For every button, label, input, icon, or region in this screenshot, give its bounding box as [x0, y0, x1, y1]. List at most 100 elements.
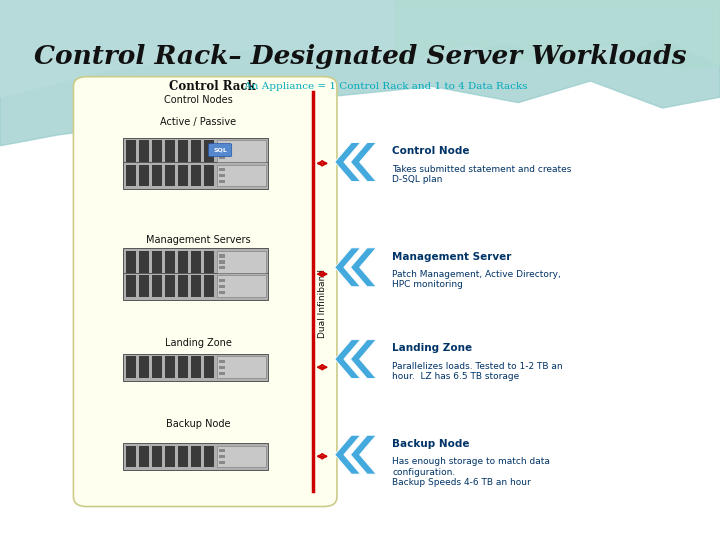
Bar — [220, 168, 225, 171]
Text: Landing Zone: Landing Zone — [165, 338, 231, 348]
Bar — [220, 180, 225, 183]
Bar — [165, 446, 175, 467]
Bar — [139, 356, 149, 378]
Bar — [217, 251, 266, 273]
Text: Takes submitted statement and creates
D-SQL plan: Takes submitted statement and creates D-… — [392, 165, 572, 184]
Bar — [217, 275, 266, 297]
Polygon shape — [335, 340, 361, 379]
Bar — [126, 165, 136, 186]
Bar — [178, 446, 188, 467]
Bar — [204, 140, 214, 162]
Bar — [220, 285, 225, 288]
Bar — [220, 449, 225, 452]
Bar — [152, 140, 162, 162]
Bar — [165, 165, 175, 186]
Bar — [220, 279, 225, 282]
Bar — [165, 251, 175, 273]
Text: Parallelizes loads. Tested to 1-2 TB an
hour.  LZ has 6.5 TB storage: Parallelizes loads. Tested to 1-2 TB an … — [392, 362, 563, 381]
Polygon shape — [351, 248, 377, 287]
Polygon shape — [0, 0, 720, 146]
Polygon shape — [335, 435, 361, 474]
Polygon shape — [335, 143, 361, 181]
Text: An Appliance = 1 Control Rack and 1 to 4 Data Racks: An Appliance = 1 Control Rack and 1 to 4… — [241, 82, 528, 91]
FancyBboxPatch shape — [123, 443, 269, 470]
Bar — [220, 174, 225, 177]
Bar — [191, 140, 201, 162]
Bar — [178, 140, 188, 162]
Bar — [126, 140, 136, 162]
Text: Backup Node: Backup Node — [166, 419, 230, 429]
Bar — [165, 140, 175, 162]
Bar — [152, 446, 162, 467]
Bar — [191, 446, 201, 467]
Bar — [139, 446, 149, 467]
Bar — [178, 251, 188, 273]
Text: Management Server: Management Server — [392, 252, 512, 261]
Bar — [204, 275, 214, 297]
Bar — [220, 254, 225, 258]
Text: Dual Infiniband: Dual Infiniband — [318, 269, 327, 339]
Bar — [220, 461, 225, 464]
Text: Patch Management, Active Directory,
HPC monitoring: Patch Management, Active Directory, HPC … — [392, 270, 561, 289]
Polygon shape — [351, 340, 377, 379]
Bar — [204, 165, 214, 186]
Text: Control Rack– Designated Server Workloads: Control Rack– Designated Server Workload… — [34, 44, 686, 69]
Bar — [165, 356, 175, 378]
Bar — [139, 251, 149, 273]
Text: SQL: SQL — [213, 147, 227, 153]
Bar — [220, 372, 225, 375]
Bar — [220, 156, 225, 159]
Text: Management Servers: Management Servers — [145, 235, 251, 245]
Text: Active / Passive: Active / Passive — [160, 117, 236, 126]
Bar — [139, 275, 149, 297]
Bar — [191, 275, 201, 297]
Bar — [126, 356, 136, 378]
Bar — [217, 356, 266, 378]
Polygon shape — [351, 435, 377, 474]
Bar — [204, 446, 214, 467]
FancyBboxPatch shape — [209, 144, 232, 157]
Bar — [152, 356, 162, 378]
Bar — [220, 144, 225, 147]
Bar — [220, 266, 225, 269]
Bar — [204, 251, 214, 273]
Bar — [191, 251, 201, 273]
Bar — [152, 165, 162, 186]
Bar — [220, 150, 225, 153]
Bar — [152, 275, 162, 297]
Polygon shape — [351, 143, 377, 181]
Bar — [220, 260, 225, 264]
Bar — [165, 275, 175, 297]
Bar — [217, 165, 266, 186]
Bar — [217, 140, 266, 162]
Text: Backup Node: Backup Node — [392, 439, 470, 449]
Bar — [126, 446, 136, 467]
Bar — [178, 165, 188, 186]
Bar — [126, 275, 136, 297]
Bar — [178, 275, 188, 297]
Polygon shape — [0, 0, 720, 97]
FancyBboxPatch shape — [123, 138, 269, 165]
Bar — [220, 360, 225, 363]
Text: Control Node: Control Node — [392, 146, 470, 156]
Text: Control Nodes: Control Nodes — [163, 95, 233, 105]
Bar — [139, 165, 149, 186]
Bar — [220, 455, 225, 458]
Bar — [126, 251, 136, 273]
Bar — [217, 446, 266, 467]
Polygon shape — [335, 248, 361, 287]
FancyBboxPatch shape — [123, 273, 269, 300]
Text: Has enough storage to match data
configuration.
Backup Speeds 4-6 TB an hour: Has enough storage to match data configu… — [392, 457, 550, 487]
Bar — [220, 291, 225, 294]
Bar — [220, 366, 225, 369]
Bar — [204, 356, 214, 378]
Polygon shape — [396, 0, 720, 70]
FancyBboxPatch shape — [73, 77, 337, 507]
Bar — [178, 356, 188, 378]
FancyBboxPatch shape — [123, 248, 269, 275]
Bar — [191, 356, 201, 378]
FancyBboxPatch shape — [123, 162, 269, 189]
Text: Control Rack: Control Rack — [169, 80, 256, 93]
FancyBboxPatch shape — [123, 354, 269, 381]
Bar — [191, 165, 201, 186]
